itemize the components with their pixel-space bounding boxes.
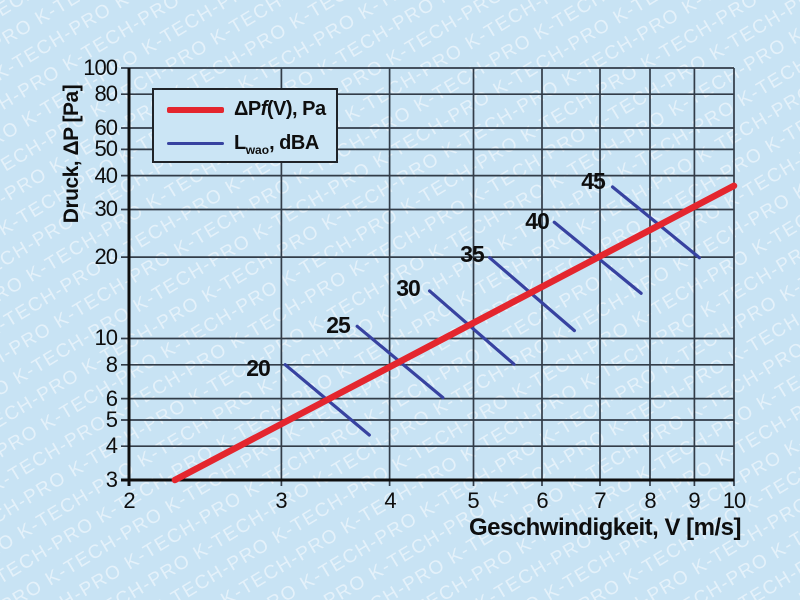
legend-swatch-noise-line xyxy=(167,142,224,145)
legend-box: ΔPf(V), Pa Lwao, dBA xyxy=(152,88,338,163)
legend-noise-rest: , dBA xyxy=(269,132,319,154)
legend-pressure-rest: (V), Pa xyxy=(266,98,326,120)
legend-pressure-func: f xyxy=(260,98,268,120)
y-tick-4: 4 xyxy=(105,433,118,458)
x-tick-10: 10 xyxy=(722,488,746,513)
x-tick-5: 5 xyxy=(467,488,479,513)
x-tick-2: 2 xyxy=(123,488,135,513)
grid-lines xyxy=(121,67,735,486)
legend-noise-subscript: wao xyxy=(245,143,270,157)
y-tick-50: 50 xyxy=(94,136,118,161)
noise-line-30 xyxy=(428,289,516,366)
legend-label-pressure: ΔPf(V), Pa xyxy=(234,97,326,121)
y-tick-80: 80 xyxy=(94,81,118,106)
contour-label-20: 20 xyxy=(246,355,271,381)
y-tick-10: 10 xyxy=(94,325,118,350)
contour-label-45: 45 xyxy=(581,168,606,194)
legend-pressure-symbol: ΔP xyxy=(234,98,261,120)
contour-label-35: 35 xyxy=(460,241,485,267)
contour-label-30: 30 xyxy=(396,275,421,301)
legend-noise-base: L xyxy=(234,132,246,154)
y-tick-100: 100 xyxy=(83,55,118,80)
legend-swatch-pressure-line xyxy=(167,107,224,113)
legend-label-noise: Lwao, dBA xyxy=(234,131,319,162)
y-tick-5: 5 xyxy=(105,407,118,432)
y-tick-20: 20 xyxy=(94,244,118,269)
y-tick-40: 40 xyxy=(94,163,118,188)
contour-label-25: 25 xyxy=(326,312,351,338)
x-tick-3: 3 xyxy=(275,488,287,513)
noise-line-45 xyxy=(611,185,701,260)
x-tick-4: 4 xyxy=(384,488,396,513)
y-axis-title: Druck, ΔP [Pa] xyxy=(60,84,83,224)
axes-lines xyxy=(121,68,734,486)
x-tick-6: 6 xyxy=(536,488,548,513)
y-tick-3: 3 xyxy=(105,467,118,492)
contour-label-40: 40 xyxy=(525,208,550,234)
y-tick-6: 6 xyxy=(105,386,118,411)
x-tick-9: 9 xyxy=(688,488,700,513)
x-tick-8: 8 xyxy=(644,488,656,513)
y-tick-30: 30 xyxy=(94,196,118,221)
pressure-curve xyxy=(171,182,738,484)
x-axis-title: Geschwindigkeit, V [m/s] xyxy=(468,514,742,541)
y-tick-60: 60 xyxy=(94,115,118,140)
y-tick-8: 8 xyxy=(105,352,118,377)
x-tick-7: 7 xyxy=(594,488,606,513)
